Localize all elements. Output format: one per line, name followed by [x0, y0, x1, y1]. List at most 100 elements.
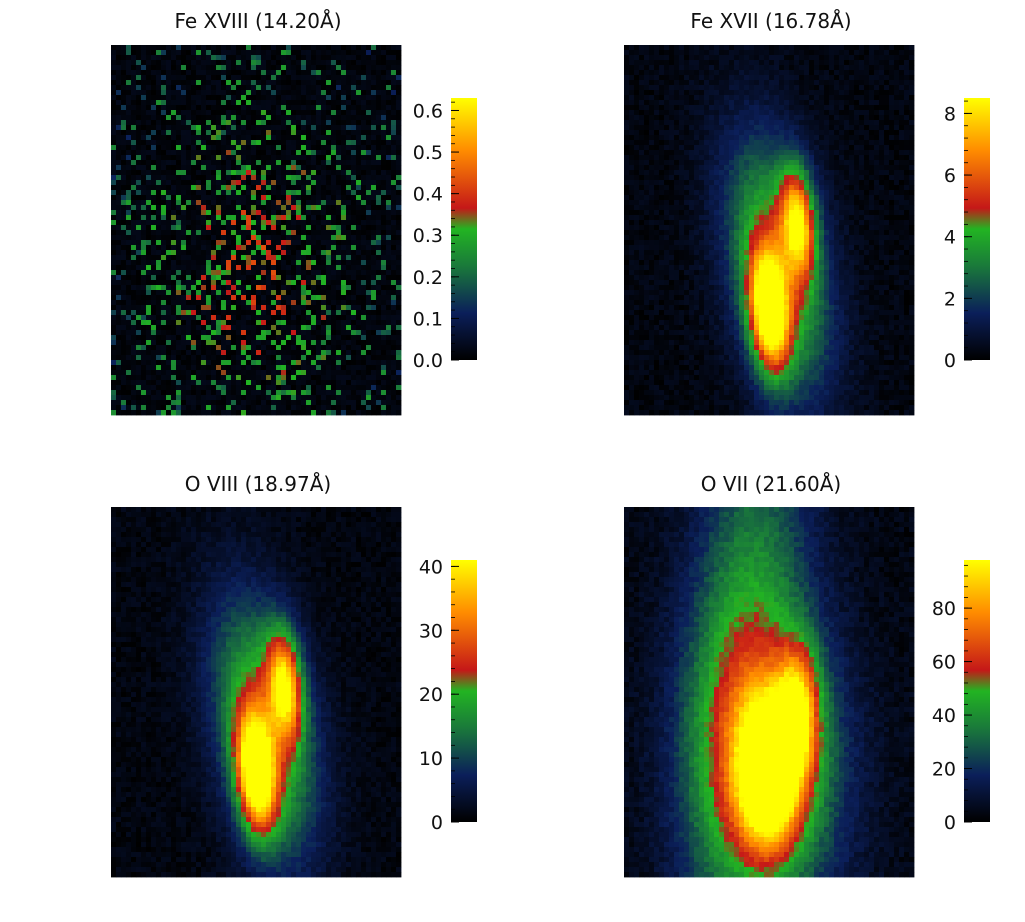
heatmap-cell — [216, 190, 221, 195]
heatmap-cell — [889, 55, 894, 60]
heatmap-cell — [759, 95, 764, 100]
heatmap-cell — [146, 120, 151, 125]
heatmap-cell — [381, 305, 386, 310]
heatmap-cell — [166, 375, 171, 380]
heatmap-cell — [306, 85, 311, 90]
heatmap-cell — [206, 100, 211, 105]
heatmap-cell — [121, 345, 126, 350]
heatmap-cell — [206, 345, 211, 350]
heatmap-cell — [231, 265, 236, 270]
heatmap-cell — [226, 325, 231, 330]
heatmap-cell — [346, 400, 351, 405]
heatmap-cell — [211, 295, 216, 300]
heatmap-cell — [326, 245, 331, 250]
heatmap-cell — [331, 190, 336, 195]
heatmap-cell — [754, 80, 759, 85]
heatmap-cell — [694, 45, 699, 50]
heatmap-cell — [161, 345, 166, 350]
heatmap-cell — [241, 135, 246, 140]
heatmap-cell — [121, 290, 126, 295]
heatmap-cell — [206, 405, 211, 410]
heatmap-cell — [116, 130, 121, 135]
heatmap-cell — [231, 390, 236, 395]
heatmap-cell — [396, 410, 401, 415]
heatmap-cell — [221, 215, 226, 220]
heatmap-cell — [321, 350, 326, 355]
heatmap-cell — [376, 330, 381, 335]
heatmap-cell — [391, 110, 396, 115]
heatmap-cell — [336, 260, 341, 265]
heatmap-cell — [201, 400, 206, 405]
heatmap-cell — [211, 260, 216, 265]
heatmap-cell — [216, 175, 221, 180]
heatmap-cell — [346, 155, 351, 160]
heatmap-cell — [166, 110, 171, 115]
heatmap-cell — [181, 355, 186, 360]
heatmap-cell — [141, 255, 146, 260]
heatmap-cell — [689, 85, 694, 90]
heatmap-cell — [684, 50, 689, 55]
heatmap-cell — [196, 85, 201, 90]
heatmap-cell — [181, 265, 186, 270]
heatmap-cell — [201, 325, 206, 330]
heatmap-cell — [859, 90, 864, 95]
heatmap-cell — [639, 85, 644, 90]
heatmap-cell — [739, 70, 744, 75]
heatmap-cell — [241, 130, 246, 135]
heatmap-cell — [196, 105, 201, 110]
heatmap-cell — [361, 175, 366, 180]
heatmap-cell — [201, 45, 206, 50]
heatmap-cell — [361, 140, 366, 145]
heatmap-cell — [151, 255, 156, 260]
heatmap-cell — [271, 105, 276, 110]
heatmap-cell — [136, 345, 141, 350]
heatmap-cell — [366, 110, 371, 115]
heatmap-cell — [156, 405, 161, 410]
heatmap-cell — [271, 80, 276, 85]
heatmap-cell — [286, 220, 291, 225]
heatmap-cell — [211, 290, 216, 295]
heatmap-cell — [371, 85, 376, 90]
heatmap-cell — [351, 305, 356, 310]
heatmap-cell — [201, 105, 206, 110]
heatmap-cell — [146, 385, 151, 390]
heatmap-cell — [699, 75, 704, 80]
heatmap-cell — [246, 190, 251, 195]
heatmap-cell — [356, 275, 361, 280]
heatmap-cell — [331, 345, 336, 350]
heatmap-cell — [211, 190, 216, 195]
heatmap-cell — [301, 305, 306, 310]
heatmap-cell — [296, 85, 301, 90]
heatmap-cell — [161, 180, 166, 185]
heatmap-cell — [674, 55, 679, 60]
heatmap-cell — [674, 70, 679, 75]
heatmap-cell — [296, 75, 301, 80]
heatmap-cell — [371, 185, 376, 190]
heatmap-cell — [381, 200, 386, 205]
heatmap-cell — [236, 70, 241, 75]
heatmap-cell — [196, 390, 201, 395]
heatmap-cell — [281, 245, 286, 250]
heatmap-cell — [316, 205, 321, 210]
heatmap-cell — [196, 170, 201, 175]
heatmap-cell — [376, 355, 381, 360]
heatmap-cell — [331, 125, 336, 130]
heatmap-cell — [346, 235, 351, 240]
heatmap-cell — [336, 365, 341, 370]
heatmap-cell — [381, 130, 386, 135]
heatmap-cell — [281, 165, 286, 170]
heatmap-cell — [276, 235, 281, 240]
heatmap-cell — [166, 330, 171, 335]
heatmap-cell — [276, 180, 281, 185]
heatmap-cell — [186, 225, 191, 230]
heatmap-cell — [236, 340, 241, 345]
heatmap-cell — [386, 250, 391, 255]
heatmap-cell — [789, 90, 794, 95]
heatmap-cell — [361, 60, 366, 65]
heatmap-cell — [386, 285, 391, 290]
heatmap-cell — [346, 270, 351, 275]
heatmap-cell — [361, 200, 366, 205]
heatmap-cell — [316, 240, 321, 245]
heatmap-cell — [356, 210, 361, 215]
heatmap-cell — [156, 130, 161, 135]
